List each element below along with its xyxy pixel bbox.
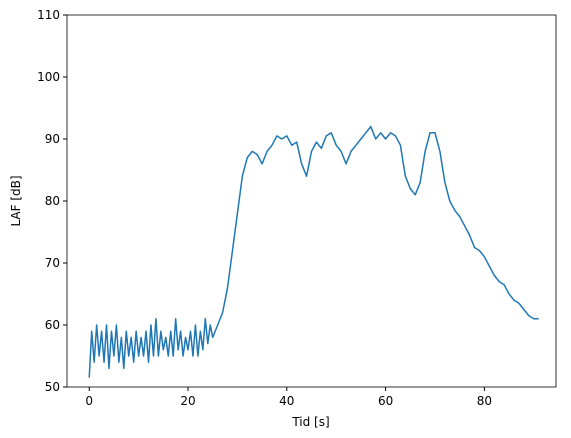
y-tick-label: 70 bbox=[45, 256, 60, 270]
y-tick-label: 60 bbox=[45, 318, 60, 332]
y-tick-label: 110 bbox=[37, 8, 60, 22]
x-tick-label: 20 bbox=[180, 394, 195, 408]
plot-frame bbox=[66, 14, 557, 388]
x-tick-label: 60 bbox=[378, 394, 393, 408]
y-tick-label: 80 bbox=[45, 194, 60, 208]
x-tick-label: 0 bbox=[85, 394, 93, 408]
x-axis-label: Tid [s] bbox=[291, 415, 329, 429]
y-tick-label: 50 bbox=[45, 380, 60, 394]
x-tick-label: 40 bbox=[279, 394, 294, 408]
y-tick-label: 100 bbox=[37, 70, 60, 84]
data-line bbox=[88, 125, 539, 378]
y-tick-label: 90 bbox=[45, 132, 60, 146]
y-axis-label: LAF [dB] bbox=[9, 175, 23, 226]
x-tick-label: 80 bbox=[477, 394, 492, 408]
